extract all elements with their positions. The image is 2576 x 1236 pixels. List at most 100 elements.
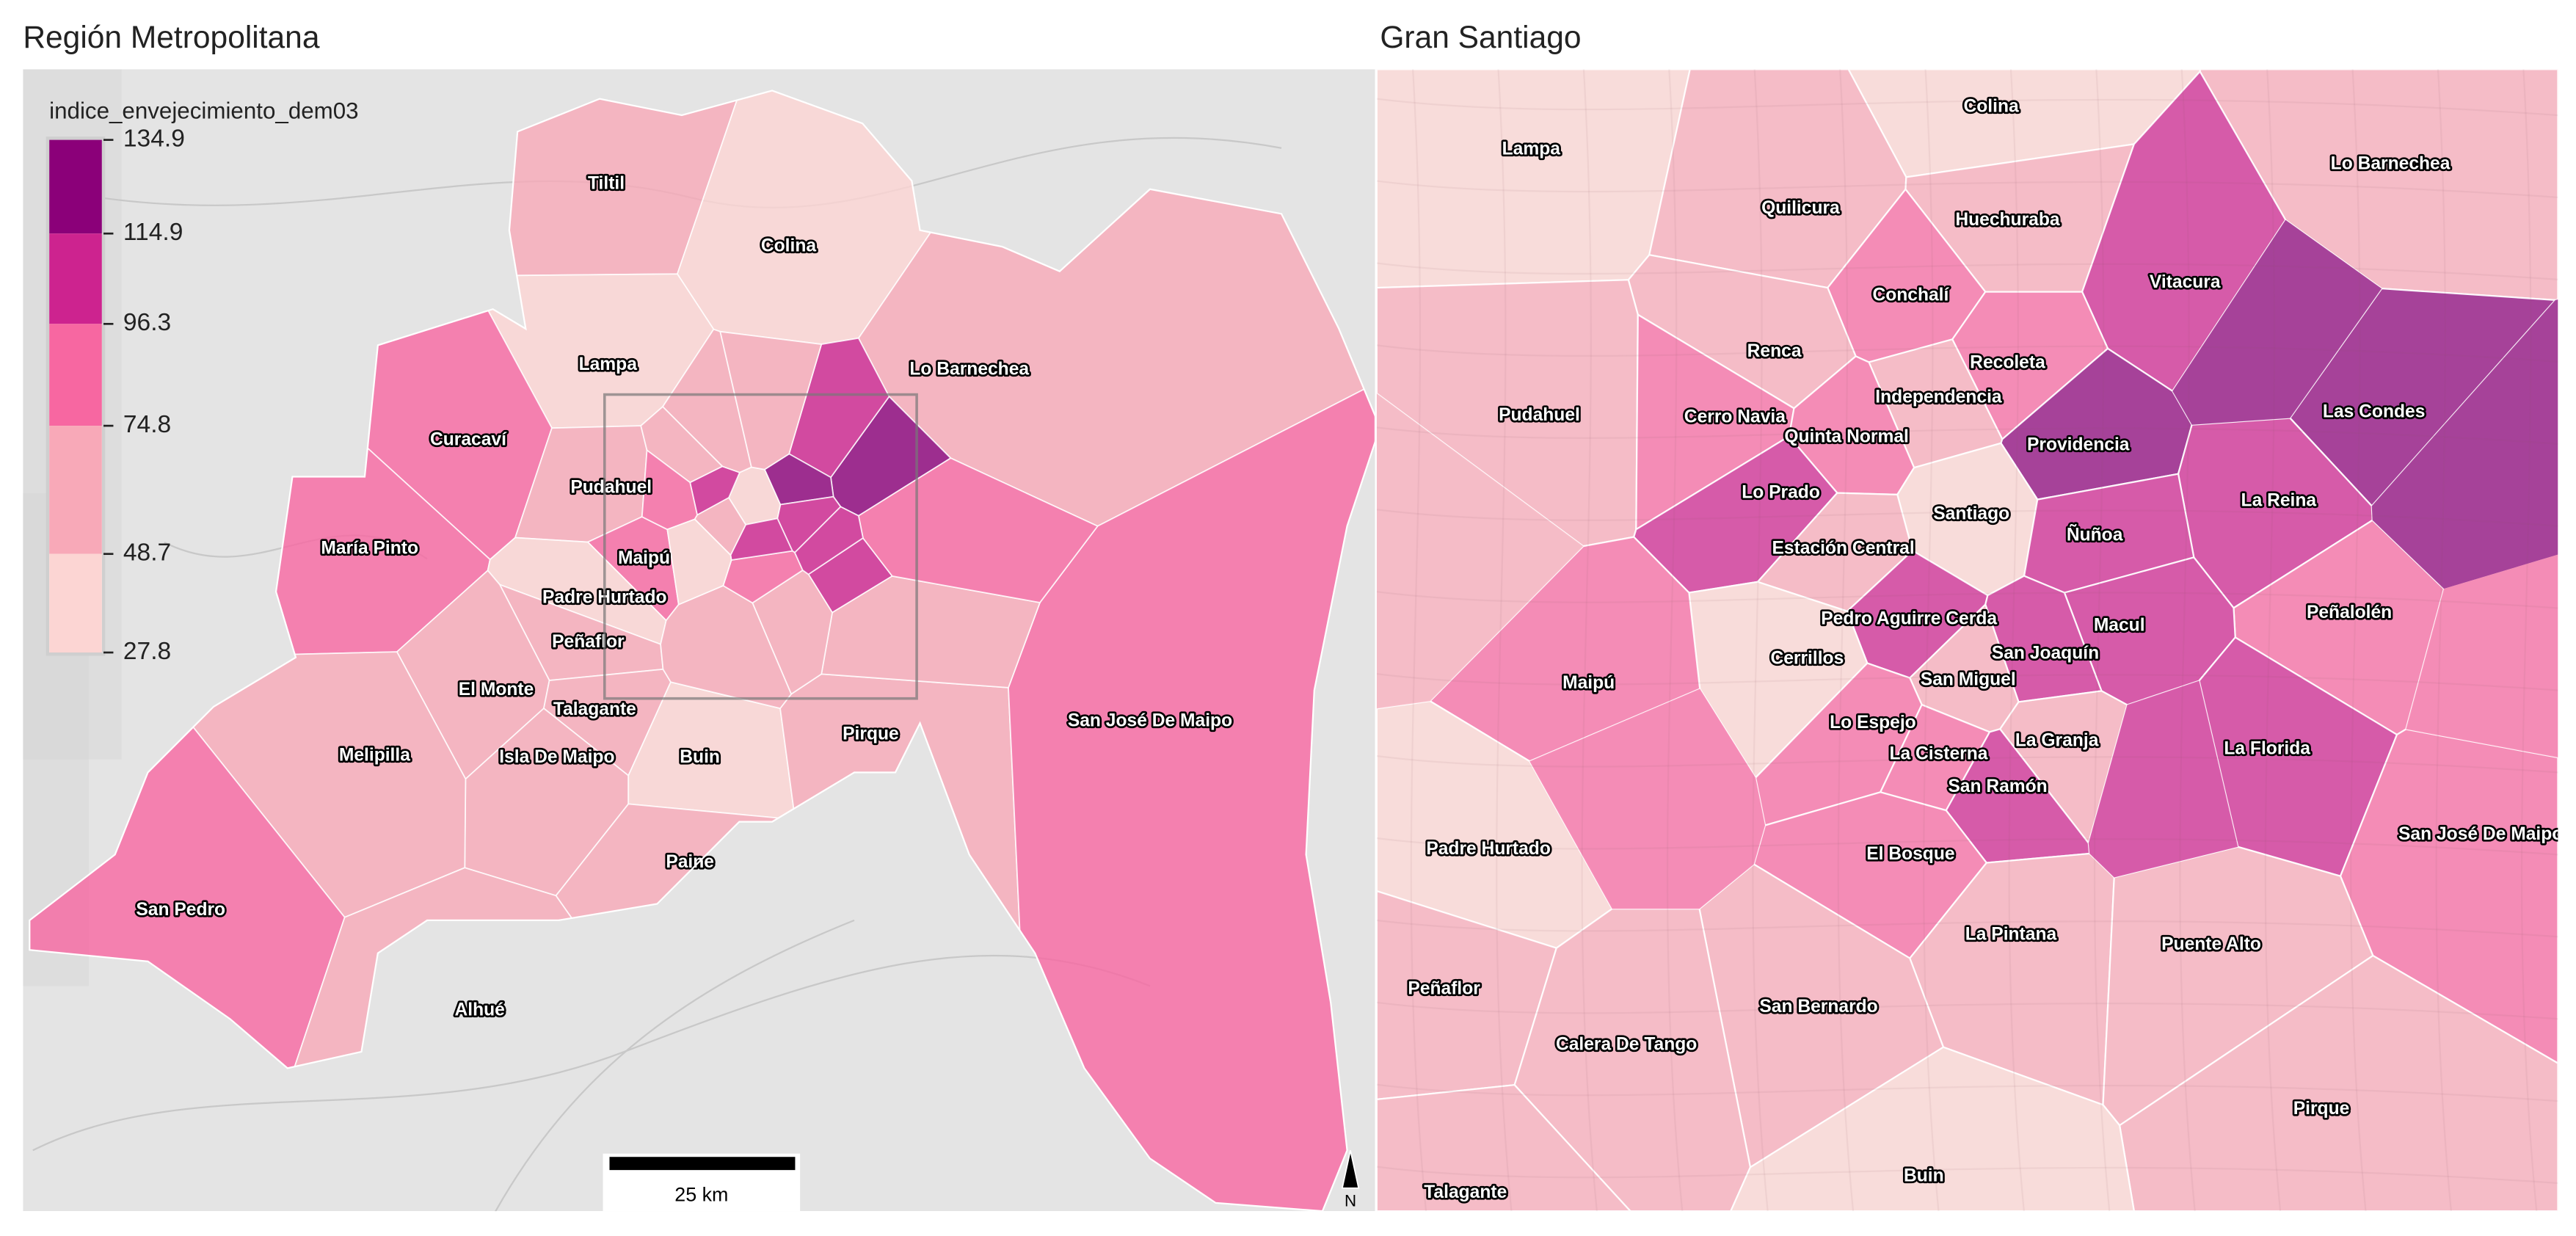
commune-label: Peñaflor (1408, 978, 1480, 998)
commune-label: Buin (1904, 1166, 1944, 1186)
basemap-street (1666, 69, 1684, 1212)
left-map-panel[interactable]: Tiltil Colina Lampa Lo Barnechea Curacaví Mar… (23, 69, 1380, 1215)
basemap-street (1752, 69, 1769, 1212)
commune-la-florida[interactable] (2088, 680, 2238, 878)
commune-label: Melipilla (339, 746, 410, 766)
basemap-street (2093, 69, 2111, 1212)
basemap-street (1837, 69, 1855, 1212)
basemap-street (1376, 262, 2558, 280)
commune-label: La Pintana (1965, 925, 2057, 945)
commune-label: San Pedro (136, 900, 225, 920)
commune-macul[interactable] (793, 506, 864, 575)
commune-lampa[interactable] (1376, 69, 1691, 289)
right-basemap-streets (1376, 69, 2558, 1212)
north-arrow-icon (1341, 1150, 1360, 1189)
legend-tick-label: 134.9 (123, 125, 185, 152)
legend-tick-label: 27.8 (123, 638, 171, 665)
commune-label: Curacaví (430, 430, 507, 450)
basemap-street (2520, 69, 2538, 1212)
commune-label: Vitacura (2150, 272, 2221, 292)
legend-tick-label: 74.8 (123, 411, 171, 438)
commune-label: El Monte (459, 680, 534, 699)
commune-label: Recoleta (1970, 353, 2045, 373)
commune-label: Calera De Tango (1556, 1035, 1697, 1055)
commune-label: La Granja (2015, 730, 2099, 750)
commune-label: Estación Central (1772, 538, 1915, 558)
basemap-street (2264, 69, 2282, 1212)
basemap-street (1376, 426, 2558, 445)
basemap-street (1376, 98, 2558, 117)
commune-pudahuel[interactable] (1376, 393, 1584, 709)
commune-label: Buin (680, 747, 720, 767)
legend-swatch (49, 324, 102, 426)
legend-tick-label: 114.9 (123, 219, 183, 246)
legend-swatch (49, 553, 102, 653)
commune-label: Talagante (1424, 1182, 1507, 1202)
commune-buin[interactable] (1730, 1046, 2135, 1212)
commune-label: Pirque (843, 724, 899, 744)
commune-label: Lo Prado (1742, 482, 1820, 502)
commune-label: Cerrillos (1770, 648, 1844, 668)
scale-bar-segment (609, 1157, 796, 1171)
basemap-street (1923, 69, 1940, 1212)
commune-label: Pedro Aguirre Cerda (1821, 609, 1997, 629)
legend-swatch (49, 139, 102, 234)
basemap-street (1376, 919, 2558, 938)
commune-label: Macul (2094, 616, 2145, 636)
commune-label: Colina (1963, 96, 2019, 116)
right-communes-layer (1376, 69, 2558, 1212)
commune-las-condes[interactable] (2172, 219, 2382, 425)
commune-label: María Pinto (321, 538, 418, 558)
commune-maipu[interactable] (1529, 688, 1766, 909)
basemap-street (1581, 69, 1598, 1212)
basemap-street (1376, 1001, 2558, 1020)
commune-label: Lo Barnechea (909, 359, 1029, 379)
commune-label: San José De Maipo (1068, 711, 1232, 731)
commune-label: Colina (761, 236, 817, 256)
legend-swatch (49, 426, 102, 554)
legend: indice_envejecimiento_dem03 134.9 114.9 96… (46, 98, 359, 665)
commune-puente-alto[interactable] (821, 575, 1041, 688)
legend-swatch (49, 233, 102, 324)
commune-label: Maipú (618, 548, 670, 568)
right-map-panel[interactable]: Colina Lampa Lo Barnechea Quilicura Huechura… (1376, 69, 2563, 1212)
commune-label: Independencia (1875, 388, 2002, 407)
commune-label: La Cisterna (1889, 744, 1987, 763)
commune-label: Maipú (1562, 673, 1615, 693)
basemap-road (495, 919, 855, 1212)
commune-talagante[interactable] (1376, 1084, 1632, 1212)
basemap-street (1376, 1083, 2558, 1102)
commune-label: El Bosque (1866, 844, 1954, 864)
commune-label: Ñuñoa (2067, 525, 2123, 545)
legend-tick-label: 48.7 (123, 539, 171, 567)
basemap-street (2435, 69, 2452, 1212)
left-panel-title: Región Metropolitana (23, 20, 320, 55)
basemap-street (1496, 69, 1513, 1212)
commune-label: Las Condes (2323, 402, 2426, 422)
commune-label: Peñalolén (2307, 603, 2392, 622)
commune-cerrillos[interactable] (666, 518, 732, 606)
commune-label: Pudahuel (1499, 405, 1580, 425)
commune-label: Lampa (579, 355, 638, 374)
commune-label: Lo Espejo (1830, 713, 1916, 732)
commune-label: San José De Maipo (2398, 824, 2563, 844)
basemap-street (1376, 837, 2558, 856)
commune-label: Talagante (553, 699, 636, 719)
commune-huechuraba[interactable] (719, 330, 823, 470)
commune-san-jose-de-maipo[interactable] (2406, 554, 2558, 758)
commune-label: Lampa (1502, 139, 1561, 159)
basemap-road (32, 954, 1151, 1152)
commune-label: Huechuraba (1955, 210, 2060, 230)
basemap-street (1376, 755, 2558, 774)
commune-label: Lo Barnechea (2331, 154, 2451, 174)
commune-label: La Florida (2224, 739, 2310, 759)
commune-label: Cerro Navia (1684, 407, 1786, 426)
commune-label: San Bernardo (1759, 997, 1877, 1017)
basemap-street (1410, 69, 1427, 1212)
north-label: N (1345, 1191, 1356, 1210)
commune-label: Peñaflor (552, 632, 625, 652)
commune-las-condes[interactable] (2371, 299, 2558, 589)
basemap-street (1376, 180, 2558, 199)
commune-label: Quinta Normal (1784, 426, 1909, 446)
